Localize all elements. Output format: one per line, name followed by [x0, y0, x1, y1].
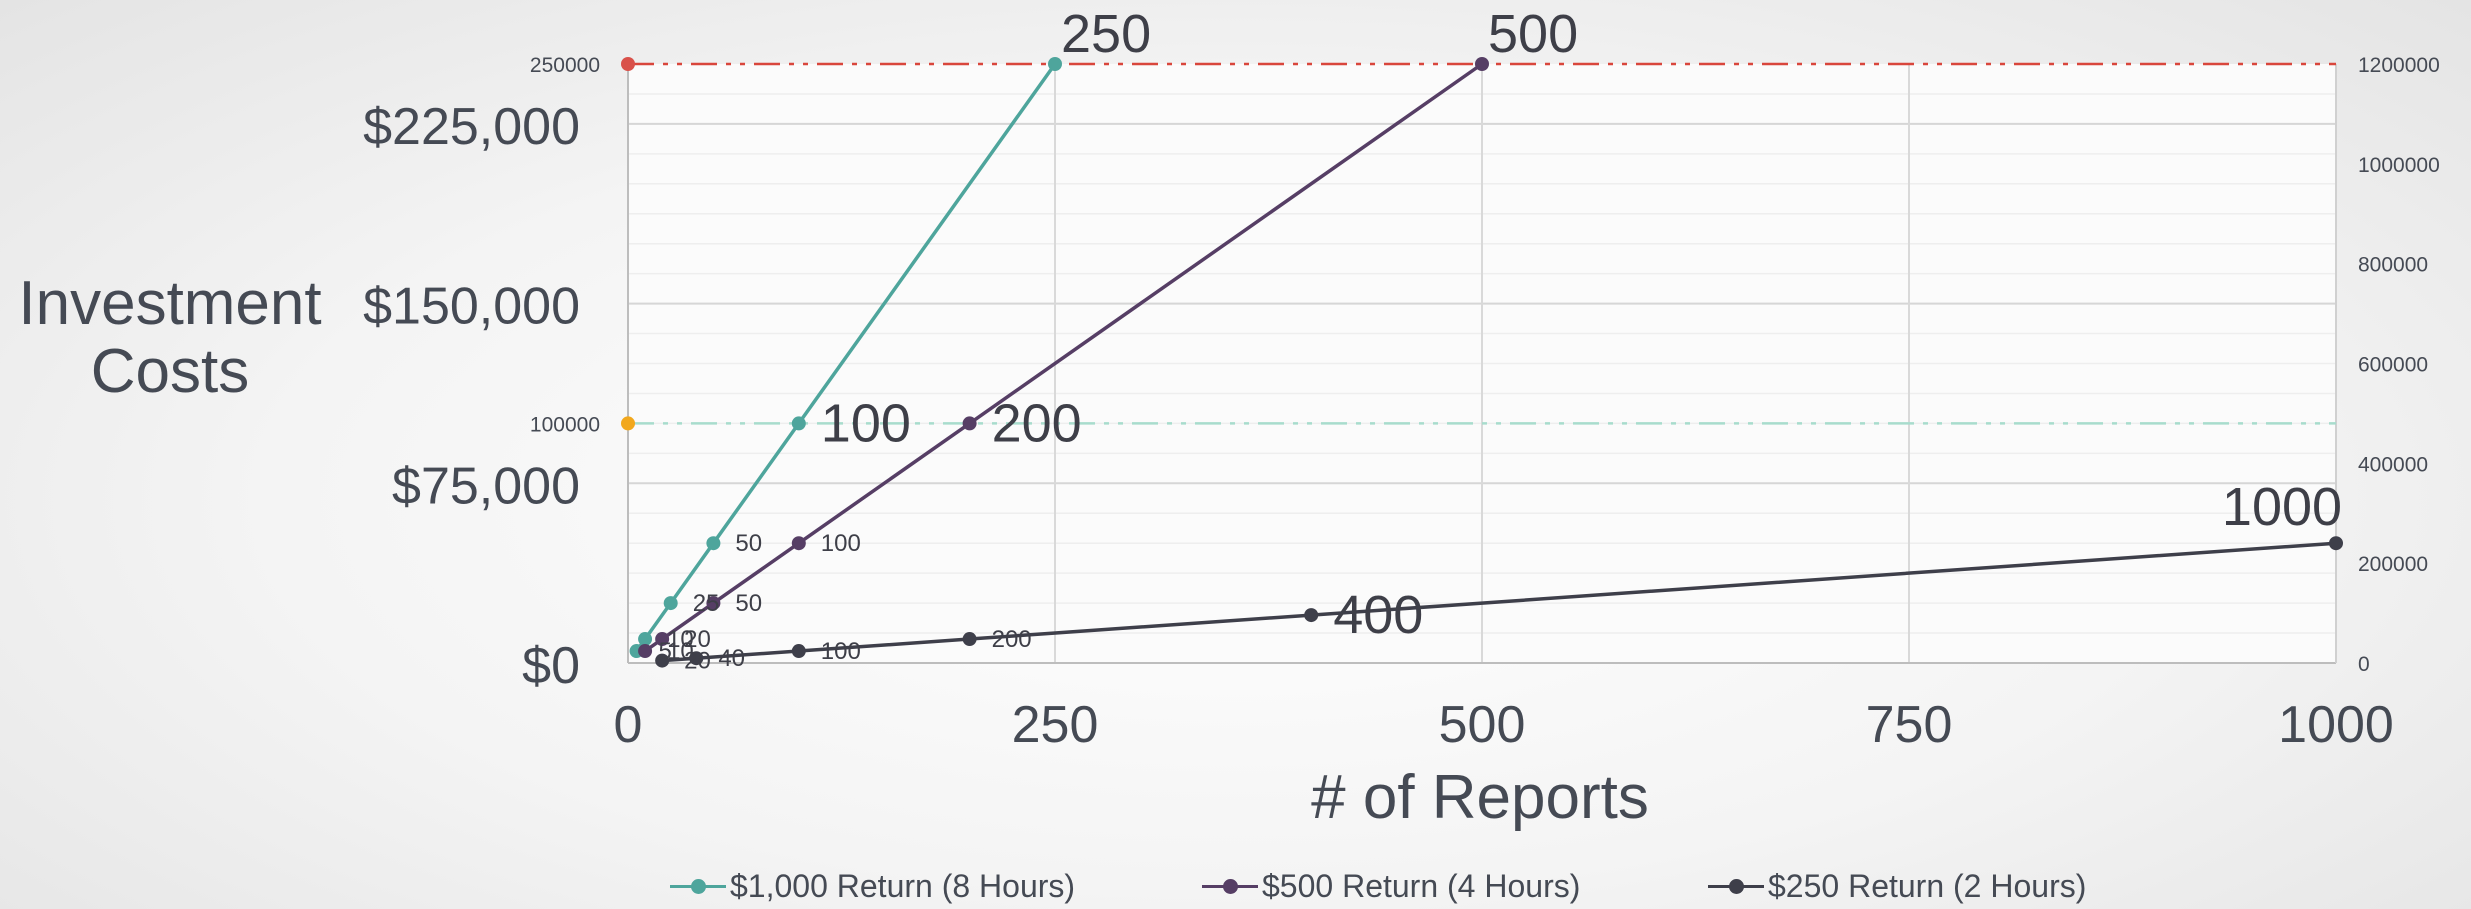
data-label: 100	[821, 638, 861, 665]
data-label: 10	[667, 626, 694, 653]
data-label: 100	[821, 393, 911, 453]
legend-swatch-icon	[670, 868, 726, 904]
legend: $1,000 Return (8 Hours) $500 Return (4 H…	[0, 864, 2471, 909]
x-tick-label: 750	[1866, 696, 1953, 754]
data-label: 250	[1061, 4, 1151, 64]
legend-dot-purple	[1223, 879, 1238, 894]
y-right-tick-label: 400000	[2358, 453, 2428, 476]
data-label: 50	[735, 530, 762, 557]
legend-label: $1,000 Return (8 Hours)	[730, 867, 1076, 904]
axes	[627, 64, 2337, 664]
legend-item-1000-return[interactable]: $1,000 Return (8 Hours)	[670, 868, 1075, 904]
x-tick-label: 500	[1439, 696, 1526, 754]
data-point	[706, 596, 721, 611]
data-point	[638, 632, 653, 647]
data-label: 200	[992, 626, 1032, 653]
data-label: 20	[684, 626, 711, 653]
legend-swatch-icon	[1202, 868, 1258, 904]
y-right-tick-label: 200000	[2358, 553, 2428, 576]
reference-label: 250000	[530, 54, 600, 77]
y-axis-title: Investment Costs	[18, 269, 322, 406]
data-label: 100	[821, 530, 861, 557]
y-tick-label: $75,000	[392, 457, 580, 515]
grid-lines	[627, 64, 2337, 664]
x-tick-label: 250	[1012, 696, 1099, 754]
x-tick-label: 1000	[2278, 696, 2394, 754]
y-right-tick-label: 600000	[2358, 354, 2428, 377]
data-label: 50	[735, 590, 762, 617]
y-right-tick-label: 1000000	[2358, 154, 2440, 177]
data-label: 20	[684, 648, 711, 675]
y-right-tick-label: 1200000	[2358, 54, 2440, 77]
data-label: 10	[667, 638, 694, 665]
data-label: 40	[718, 645, 745, 672]
data-point	[962, 416, 977, 431]
data-label: 5	[659, 638, 672, 665]
x-tick-label: 0	[614, 696, 643, 754]
legend-swatch-icon	[1708, 868, 1764, 904]
data-point	[791, 644, 806, 659]
reference-marker	[621, 57, 635, 71]
data-label: 25	[693, 590, 720, 617]
reference-marker	[621, 416, 635, 431]
data-label: 400	[1333, 585, 1423, 645]
y-tick-label: $225,000	[363, 98, 580, 156]
legend-item-500-return[interactable]: $500 Return (4 Hours)	[1202, 868, 1580, 904]
data-label: 1000	[2222, 477, 2342, 537]
y-right-tick-label: 0	[2358, 653, 2370, 676]
data-point	[689, 651, 704, 666]
data-point	[1304, 608, 1319, 623]
y-tick-label: $0	[522, 637, 580, 695]
data-point	[706, 536, 721, 551]
y-right-tick-label: 800000	[2358, 254, 2428, 277]
data-point	[663, 596, 678, 611]
data-point	[655, 653, 670, 668]
data-point	[791, 536, 806, 551]
data-point	[638, 644, 653, 659]
data-point	[1475, 57, 1489, 71]
legend-label: $500 Return (4 Hours)	[1262, 867, 1581, 904]
series-lines	[629, 57, 2343, 668]
x-axis-title: # of Reports	[1311, 763, 1649, 832]
data-point	[1048, 57, 1062, 71]
data-point	[962, 632, 977, 647]
tick-and-data-labels: $0 $75,000 $150,000 $225,000 0 200000 400000 60…	[363, 4, 2440, 754]
data-point	[655, 632, 670, 647]
y-tick-label: $150,000	[363, 278, 580, 336]
reference-label: 100000	[530, 413, 600, 436]
legend-dot-teal	[691, 879, 706, 894]
data-point	[2329, 536, 2343, 551]
data-label: 500	[1488, 4, 1578, 64]
data-point	[791, 416, 806, 431]
legend-dot-dark	[1729, 879, 1744, 894]
legend-item-250-return[interactable]: $250 Return (2 Hours)	[1708, 868, 2086, 904]
data-label: 200	[992, 393, 1082, 453]
legend-label: $250 Return (2 Hours)	[1768, 867, 2087, 904]
